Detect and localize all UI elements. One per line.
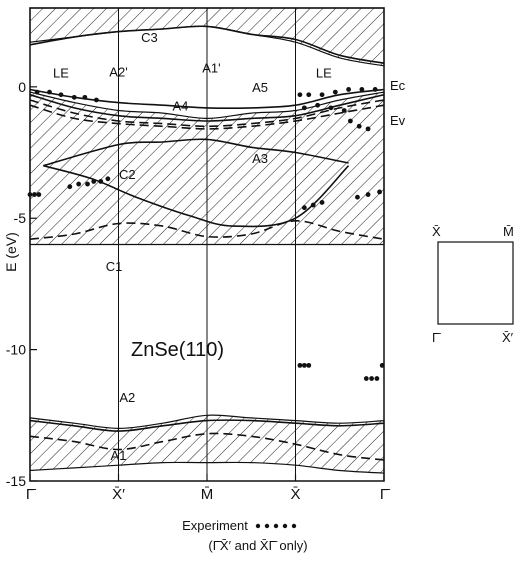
annotation-6: A5 (252, 80, 268, 95)
annotation-8: A3 (252, 151, 268, 166)
experiment-point-34 (365, 192, 371, 197)
experiment-point-21 (359, 87, 365, 92)
experiment-point-18 (319, 92, 325, 98)
experiment-point-22 (372, 87, 378, 92)
series-line-a2 (29, 419, 385, 432)
experiment-point-17 (306, 92, 312, 98)
series-line-a3 (43, 138, 349, 167)
experiment-point-16 (297, 92, 303, 98)
inset-corner-gamma-bar: Γ̄ (432, 330, 441, 345)
experiment-point-32 (319, 200, 325, 205)
series-line-a1-prime (29, 104, 385, 130)
experiment-point-42 (379, 362, 385, 368)
annotation-7: A4 (172, 98, 188, 113)
y-tick-label-4: -15 (6, 473, 26, 489)
experiment-point-37 (301, 362, 307, 368)
y-tick-label-2: -5 (14, 210, 27, 226)
legend-dot-2 (264, 523, 270, 529)
annotation-11: A2 (119, 390, 135, 405)
series-line-a1 (29, 432, 385, 461)
experiment-point-33 (355, 194, 360, 200)
series-line-c3 (29, 25, 385, 64)
experiment-point-30 (301, 205, 307, 211)
experiment-point-41 (374, 376, 380, 381)
experiment-point-31 (310, 202, 316, 208)
experiment-point-20 (346, 87, 351, 92)
legend-experiment-note: (Γ̄X̄′ and X̄Γ̄ only) (208, 538, 307, 553)
experiment-point-40 (369, 376, 375, 381)
legend-dot-5 (291, 523, 297, 529)
experiment-point-1 (34, 89, 40, 95)
x-tick-label-1: Γ̄ (26, 486, 36, 503)
experiment-point-7 (27, 192, 33, 197)
experiment-point-28 (356, 123, 362, 129)
x-tick-label-4: X̄ (290, 486, 300, 503)
experiment-point-35 (377, 189, 382, 195)
experiment-point-38 (306, 362, 312, 368)
experiment-point-13 (91, 179, 97, 184)
legend-dot-3 (273, 523, 279, 529)
experiment-point-4 (71, 94, 77, 100)
edge-label-ev: Ev (390, 113, 406, 128)
annotation-9: C2 (119, 167, 136, 182)
annotation-1: C3 (141, 30, 158, 45)
x-tick-label-3: M̄ (201, 486, 214, 503)
experiment-point-3 (58, 92, 64, 98)
series-line-c2 (43, 164, 350, 228)
experiment-point-10 (67, 184, 73, 190)
annotation-12: A1 (111, 448, 127, 463)
experiment-point-5 (82, 94, 88, 100)
legend-experiment-label: Experiment (182, 518, 248, 533)
legend-dot-4 (282, 523, 288, 529)
experiment-point-19 (332, 89, 338, 95)
sample-label: ZnSe(110) (131, 339, 224, 361)
experiment-point-2 (47, 89, 52, 95)
series-line-a2-prime (29, 99, 385, 128)
experiment-point-8 (32, 192, 37, 197)
experiment-point-25 (328, 105, 334, 111)
series-line-a5 (29, 88, 385, 109)
legend-dot-1 (255, 523, 261, 529)
y-tick-label-1: 0 (18, 79, 26, 95)
experiment-point-14 (98, 179, 104, 184)
experiment-point-29 (365, 126, 371, 132)
annotation-10: C1 (106, 259, 123, 274)
annotation-2: LE (53, 66, 69, 81)
edge-label-ec: Ec (390, 78, 406, 93)
inset-corner-m-bar: M̄ (503, 224, 514, 239)
inset-corner-x-prime-bar: X̄′ (502, 330, 514, 345)
experiment-point-26 (341, 108, 347, 113)
x-tick-label-2: X̄′ (112, 486, 125, 503)
experiment-point-12 (85, 181, 90, 187)
experiment-point-9 (36, 192, 42, 197)
series-line-a4 (29, 93, 385, 122)
y-axis-label: E (eV) (3, 232, 19, 272)
brillouin-zone-inset (437, 241, 514, 325)
experiment-point-15 (105, 176, 111, 182)
inset-corner-x-bar: X̄ (432, 224, 441, 239)
annotation-3: A2' (109, 64, 127, 79)
experiment-point-23 (301, 105, 307, 111)
experiment-point-39 (363, 376, 369, 381)
annotation-4: A1' (202, 60, 220, 75)
experiment-point-24 (315, 102, 321, 108)
x-tick-label-5: Γ̄ (380, 486, 390, 503)
experiment-point-27 (347, 118, 353, 124)
experiment-point-36 (297, 362, 303, 368)
experiment-point-6 (93, 97, 99, 103)
series-line-c1 (29, 219, 385, 240)
experiment-point-11 (76, 181, 82, 187)
annotation-5: LE (316, 66, 332, 81)
y-tick-label-3: -10 (6, 342, 26, 358)
